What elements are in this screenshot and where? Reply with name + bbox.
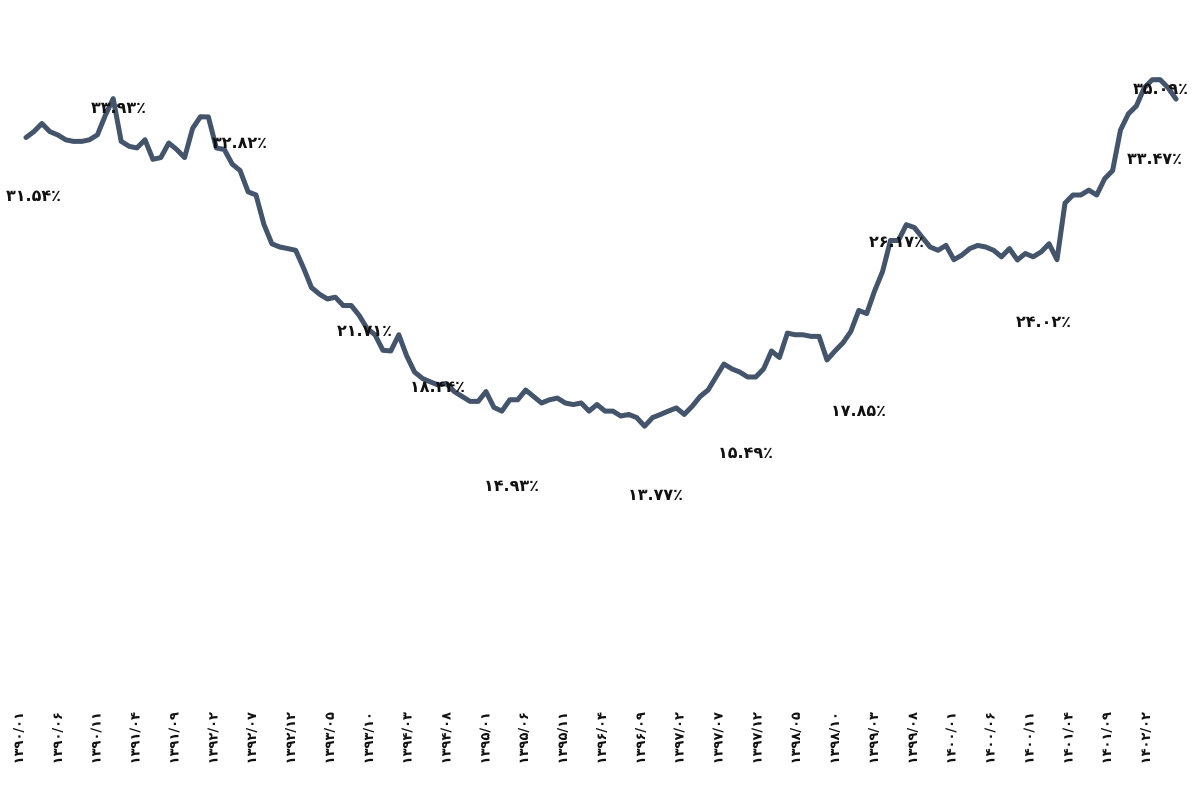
x-tick-label: ۱۳۹۷/۰۲ xyxy=(673,712,688,764)
x-tick-label: ۱۳۹۹/۰۳ xyxy=(867,712,882,764)
plot-area xyxy=(23,77,1179,429)
data-label-dip: ۲۴.۰۲٪ xyxy=(1016,312,1071,331)
x-tick-label: ۱۳۹۳/۱۰ xyxy=(362,712,377,764)
x-tick-label: ۱۴۰۲/۰۲ xyxy=(1139,712,1154,764)
x-tick-label: ۱۳۹۱/۰۴ xyxy=(129,712,144,764)
data-label-end: ۳۳.۴۷٪ xyxy=(1127,149,1182,168)
x-tick-label: ۱۳۹۸/۰۵ xyxy=(789,712,804,764)
data-label-peak-1: ۳۳.۹۳٪ xyxy=(91,98,146,117)
x-tick-label: ۱۴۰۱/۰۹ xyxy=(1100,712,1115,764)
x-tick-label: ۱۳۹۷/۱۲ xyxy=(750,712,765,764)
x-tick-label: ۱۳۹۲/۰۷ xyxy=(245,712,260,764)
x-tick-label: ۱۴۰۱/۰۴ xyxy=(1061,712,1076,764)
data-label-peak-2: ۳۲.۸۲٪ xyxy=(212,133,267,152)
x-tick-label: ۱۳۹۶/۰۹ xyxy=(634,712,649,764)
x-tick-label: ۱۳۹۵/۰۱ xyxy=(478,712,493,764)
data-label-start: ۳۱.۵۴٪ xyxy=(6,186,61,205)
x-tick-label: ۱۳۹۵/۰۶ xyxy=(517,712,532,764)
x-tick-label: ۱۳۹۹/۰۸ xyxy=(906,712,921,764)
data-label-rise-1: ۱۵.۴۹٪ xyxy=(718,443,773,462)
x-tick-label: ۱۳۹۷/۰۷ xyxy=(712,712,727,764)
x-tick-label: ۱۳۹۱/۰۹ xyxy=(167,712,182,764)
x-tick-label: ۱۳۹۸/۱۰ xyxy=(828,712,843,764)
data-label-rise-2: ۱۷.۸۵٪ xyxy=(831,401,886,420)
x-tick-label: ۱۴۰۰/۱۱ xyxy=(1022,712,1037,764)
x-tick-label: ۱۳۹۳/۰۵ xyxy=(323,712,338,764)
x-tick-label: ۱۳۹۵/۱۱ xyxy=(556,712,571,764)
data-label-trough-1: ۱۴.۹۳٪ xyxy=(484,476,539,495)
x-tick-label: ۱۳۹۰/۱۱ xyxy=(90,712,105,764)
data-label-decline-1: ۲۱.۷۱٪ xyxy=(337,321,392,340)
series-line xyxy=(23,77,1179,429)
data-label-peak-3: ۲۶.۱۷٪ xyxy=(869,232,924,251)
data-label-group: ۳۱.۵۴٪ ۳۳.۹۳٪ ۳۲.۸۲٪ ۲۱.۷۱٪ ۱۸.۴۴٪ ۱۴.۹۳… xyxy=(6,79,1188,504)
x-axis-tick-labels: ۱۳۹۰/۰۱ ۱۳۹۰/۰۶ ۱۳۹۰/۱۱ ۱۳۹۱/۰۴ ۱۳۹۱/۰۹ ۱۳۹۲/… xyxy=(12,712,1154,764)
data-label-trough-min: ۱۳.۷۷٪ xyxy=(628,485,683,504)
x-tick-label: ۱۳۹۴/۰۸ xyxy=(440,712,455,764)
x-tick-label: ۱۳۹۰/۰۱ xyxy=(12,712,27,764)
x-tick-label: ۱۴۰۰/۰۱ xyxy=(945,712,960,764)
x-tick-label: ۱۳۹۴/۰۳ xyxy=(401,712,416,764)
x-tick-label: ۱۳۹۲/۰۲ xyxy=(206,712,221,764)
data-label-decline-2: ۱۸.۴۴٪ xyxy=(410,377,465,396)
x-tick-label: ۱۴۰۰/۰۶ xyxy=(984,712,999,764)
data-label-max: ۳۵.۰۹٪ xyxy=(1133,79,1188,98)
x-tick-label: ۱۳۹۶/۰۴ xyxy=(595,712,610,764)
x-tick-label: ۱۳۹۲/۱۲ xyxy=(284,712,299,764)
x-tick-label: ۱۳۹۰/۰۶ xyxy=(51,712,66,764)
